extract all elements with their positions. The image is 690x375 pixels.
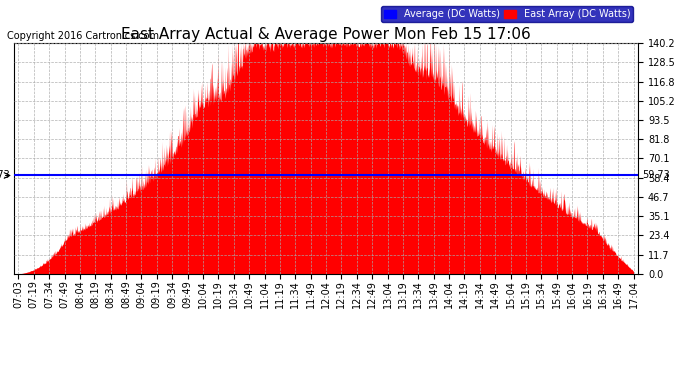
Text: 59.73: 59.73 xyxy=(0,171,10,180)
Title: East Array Actual & Average Power Mon Feb 15 17:06: East Array Actual & Average Power Mon Fe… xyxy=(121,27,531,42)
Text: Copyright 2016 Cartronics.com: Copyright 2016 Cartronics.com xyxy=(7,32,159,41)
Legend: Average (DC Watts), East Array (DC Watts): Average (DC Watts), East Array (DC Watts… xyxy=(381,6,633,22)
Text: 59.73: 59.73 xyxy=(642,171,670,180)
